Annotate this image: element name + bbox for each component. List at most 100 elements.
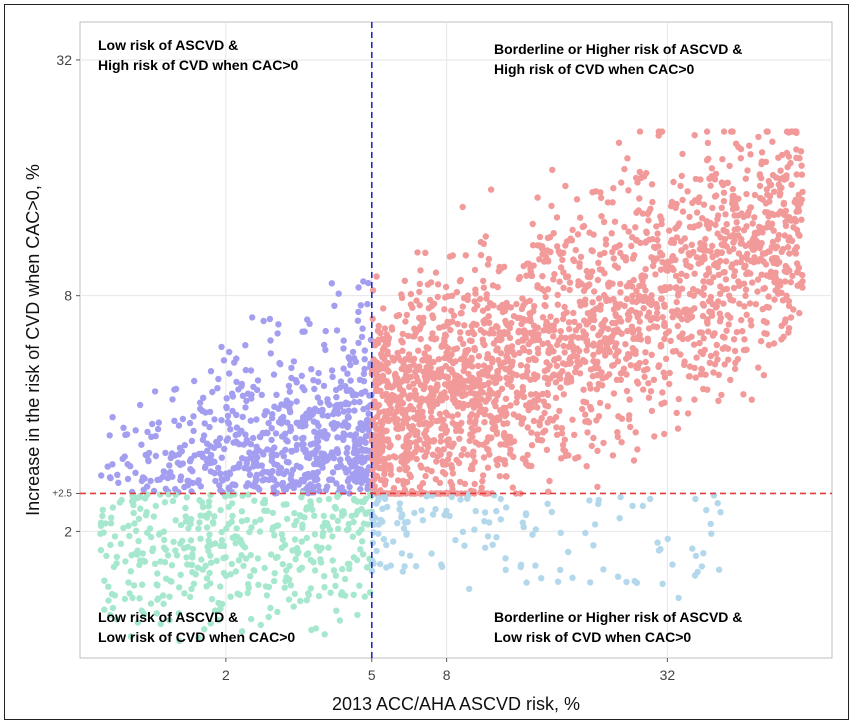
data-point <box>376 365 384 372</box>
data-point <box>316 547 323 554</box>
data-point <box>618 179 625 186</box>
data-point <box>350 518 357 526</box>
data-point <box>236 460 243 467</box>
data-point <box>496 473 503 480</box>
data-point <box>611 218 619 225</box>
data-point <box>772 269 779 276</box>
data-point <box>450 312 458 319</box>
data-point <box>746 142 753 149</box>
data-point <box>300 478 307 485</box>
data-point <box>795 208 803 215</box>
data-point <box>477 326 484 334</box>
data-point <box>432 506 439 513</box>
data-point <box>785 302 793 310</box>
data-point <box>280 501 287 508</box>
data-point <box>453 288 461 296</box>
data-point <box>616 515 623 522</box>
data-point <box>507 304 515 311</box>
data-point <box>434 446 442 454</box>
data-point <box>486 330 493 337</box>
data-point <box>426 400 433 408</box>
data-point <box>321 584 328 591</box>
data-point <box>690 285 697 293</box>
data-point <box>195 525 202 532</box>
data-point <box>534 345 542 352</box>
data-point <box>609 199 616 206</box>
data-point <box>111 533 119 540</box>
data-point <box>715 298 722 305</box>
data-point <box>406 552 414 559</box>
data-point <box>144 428 151 436</box>
data-point <box>331 503 339 511</box>
data-point <box>387 463 394 470</box>
quadrant-label-bottom-right-line2: Low risk of CVD when CAC>0 <box>494 629 691 645</box>
data-point <box>609 452 617 459</box>
data-point <box>130 509 137 517</box>
data-point <box>480 284 488 291</box>
data-point <box>641 273 649 280</box>
data-point <box>642 287 649 294</box>
data-point <box>337 456 344 463</box>
data-point <box>329 557 336 564</box>
data-point <box>334 434 341 441</box>
data-point <box>229 512 236 520</box>
data-point <box>247 417 254 424</box>
data-point <box>640 305 647 312</box>
data-point <box>481 419 488 426</box>
data-point <box>480 454 488 461</box>
data-point <box>209 388 216 396</box>
data-point <box>706 359 713 366</box>
data-point <box>591 365 598 372</box>
data-point <box>509 348 516 355</box>
data-point <box>329 373 336 381</box>
data-point <box>156 531 163 538</box>
data-point <box>345 354 352 361</box>
data-point <box>676 277 683 284</box>
data-point <box>577 214 584 221</box>
data-point <box>573 196 581 203</box>
data-point <box>725 321 732 328</box>
data-point <box>330 410 337 418</box>
data-point <box>632 347 639 355</box>
data-point <box>494 283 501 291</box>
data-point <box>460 367 467 375</box>
data-point <box>757 194 764 202</box>
data-point <box>452 536 459 544</box>
data-point <box>457 496 464 503</box>
data-point <box>209 519 217 526</box>
data-point <box>614 433 621 441</box>
data-point <box>405 395 413 402</box>
data-point <box>442 343 449 350</box>
data-point <box>729 297 737 304</box>
data-point <box>436 324 443 331</box>
data-point <box>260 317 267 325</box>
data-point <box>699 350 706 358</box>
data-point <box>321 573 328 580</box>
data-point <box>144 529 151 536</box>
data-point <box>595 259 602 266</box>
data-point <box>685 250 692 257</box>
data-point <box>192 571 199 578</box>
data-point <box>718 391 725 399</box>
data-point <box>739 328 746 335</box>
data-point <box>285 482 293 490</box>
data-point <box>340 436 347 443</box>
data-point <box>270 371 278 378</box>
data-point <box>166 593 173 600</box>
data-point <box>411 333 418 340</box>
data-point <box>497 350 505 357</box>
data-point <box>560 342 567 350</box>
data-point <box>328 367 336 374</box>
data-point <box>636 195 643 202</box>
data-point <box>413 297 420 304</box>
data-point <box>292 434 299 442</box>
data-point <box>229 481 236 488</box>
data-point <box>781 278 789 285</box>
data-point <box>281 430 289 438</box>
data-point <box>328 280 335 287</box>
data-point <box>169 473 176 480</box>
data-point <box>687 314 694 321</box>
data-point <box>379 353 386 361</box>
data-point <box>315 482 322 490</box>
data-point <box>346 475 353 482</box>
